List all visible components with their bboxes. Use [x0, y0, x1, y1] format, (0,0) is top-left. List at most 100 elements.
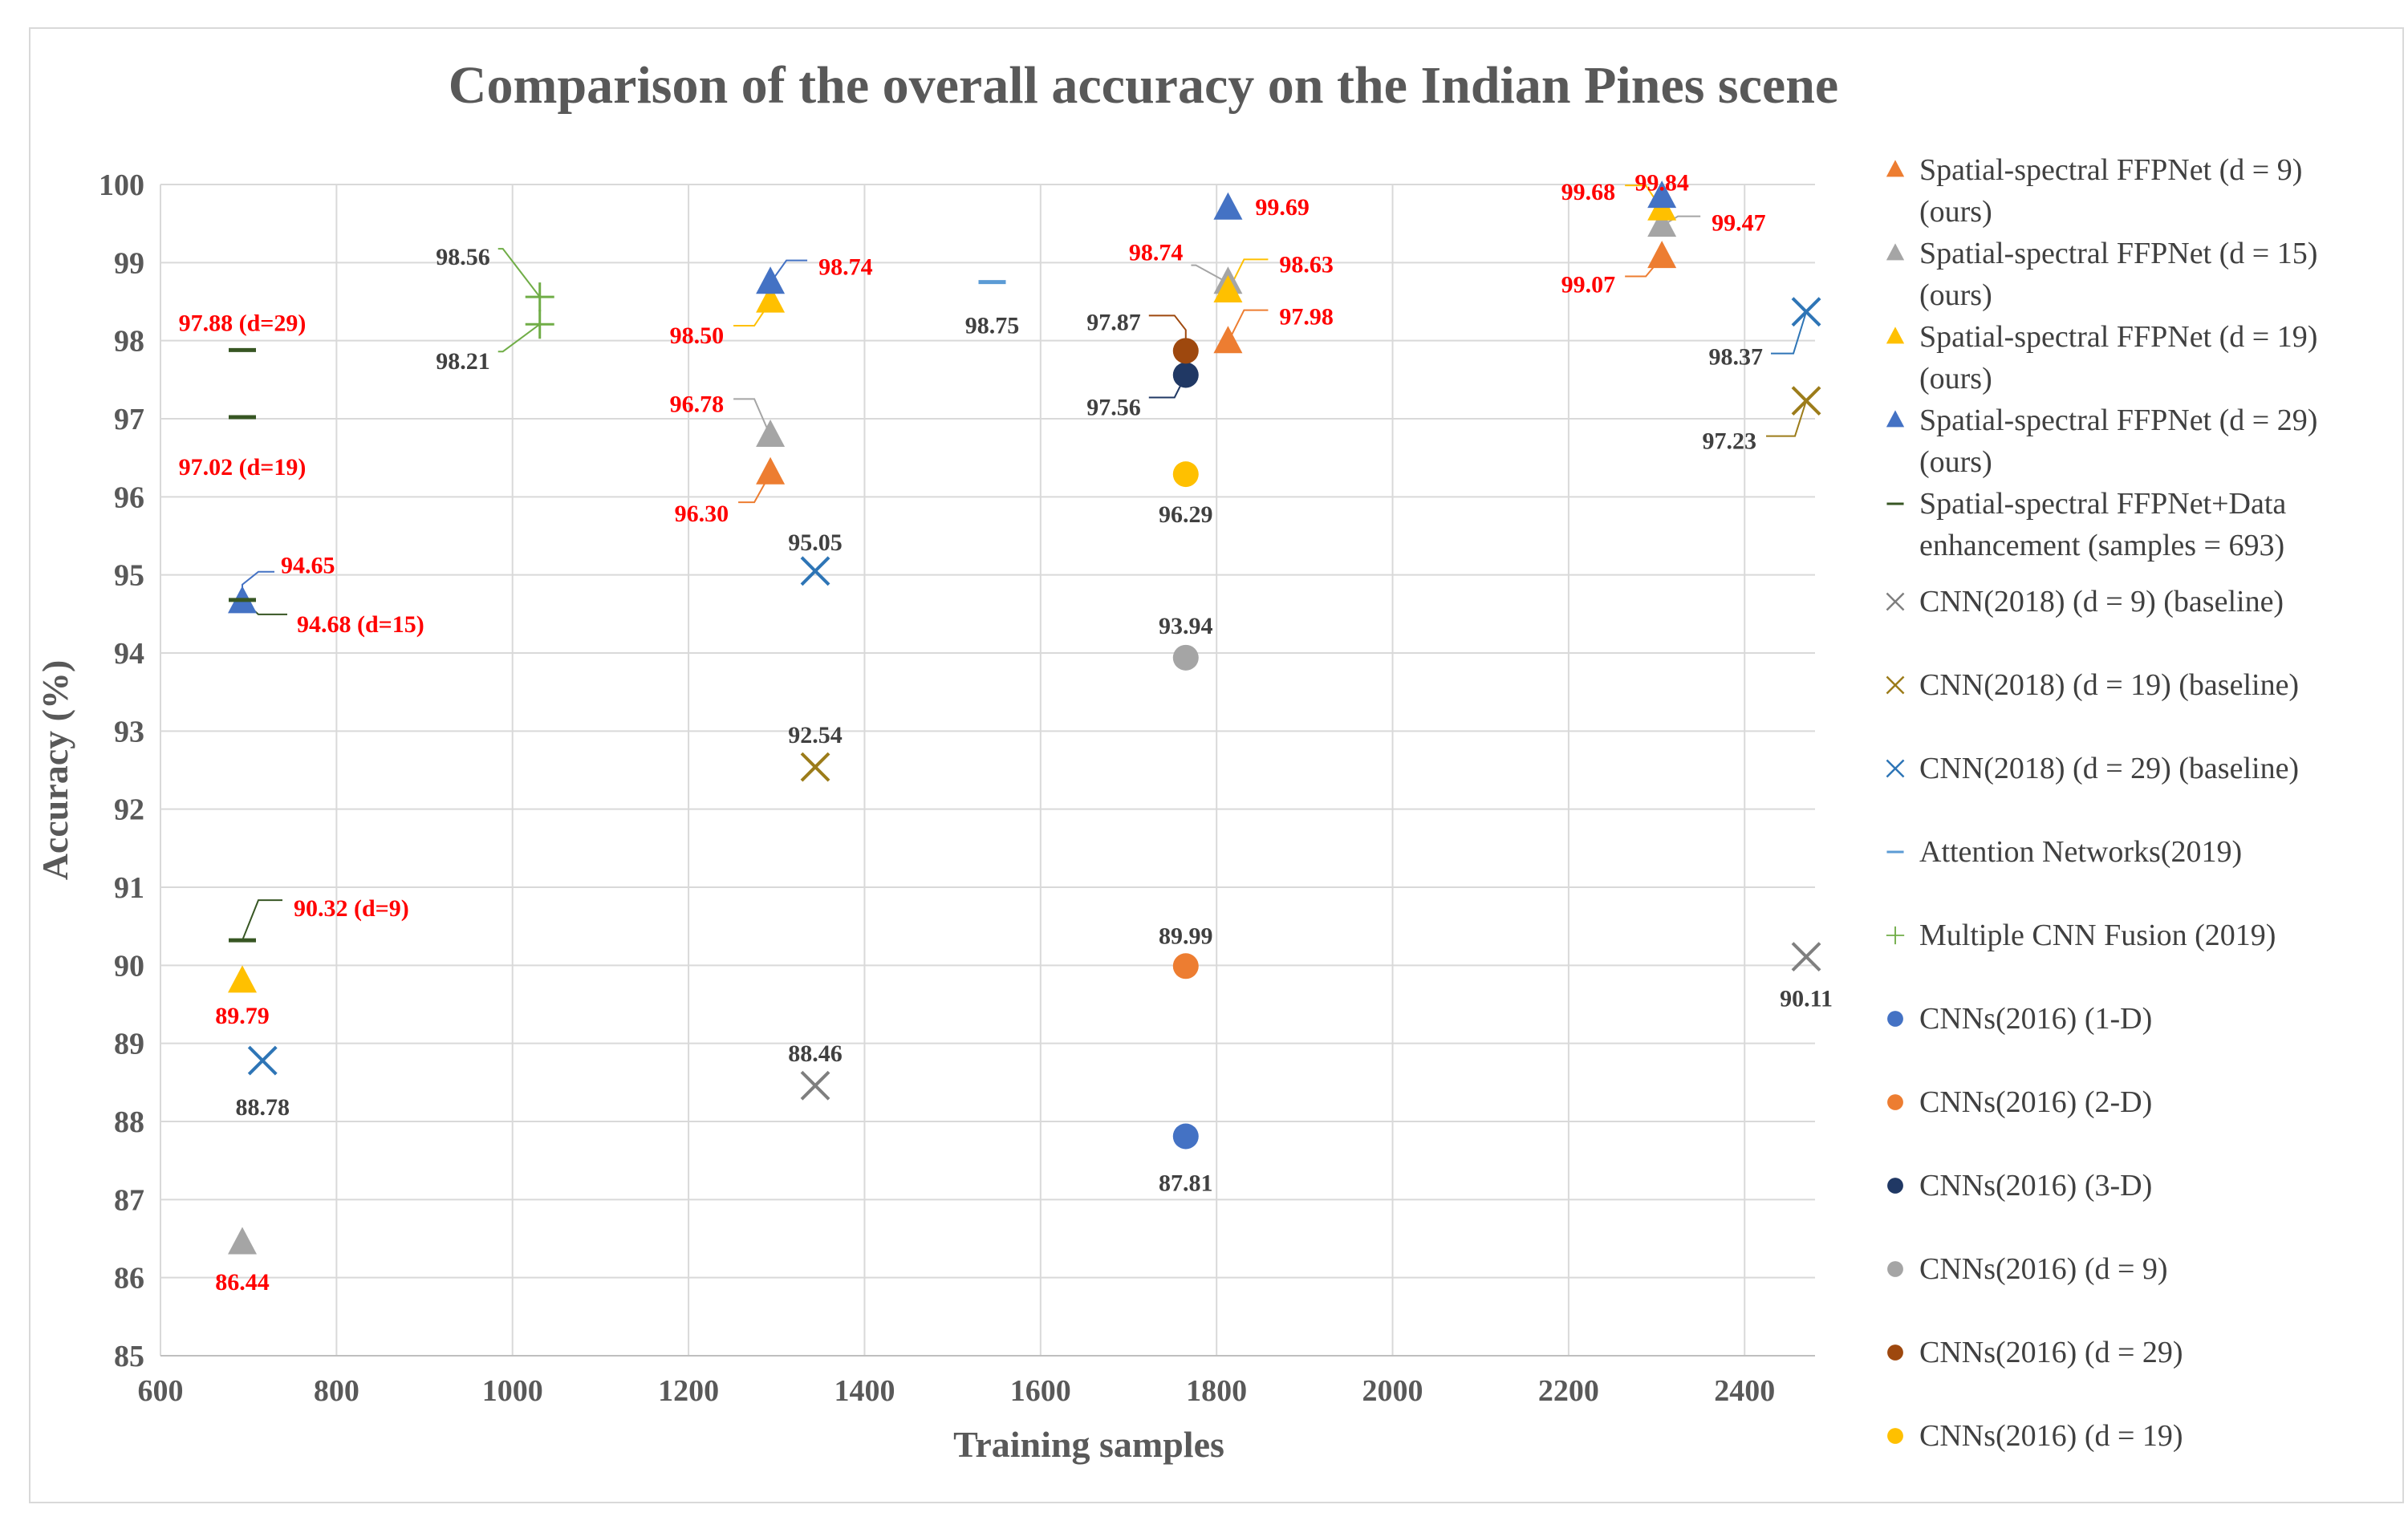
data-point [1172, 338, 1199, 364]
data-label: 99.84 [1634, 170, 1689, 197]
data-label: 99.68 [1561, 179, 1616, 205]
y-tick-label: 97 [114, 403, 144, 436]
y-tick-label: 100 [99, 168, 144, 202]
data-label: 98.37 [1709, 344, 1764, 371]
data-label: 88.46 [788, 1040, 843, 1067]
legend-marker [1886, 326, 1905, 344]
legend-entry: Attention Networks(2019) [1886, 835, 2242, 869]
data-point [1172, 461, 1199, 488]
legend-marker [1887, 1178, 1903, 1194]
data-label: 98.50 [670, 322, 725, 349]
data-point [247, 1045, 278, 1076]
x-tick-label: 1200 [658, 1374, 719, 1408]
y-tick-label: 94 [114, 637, 144, 671]
data-label: 93.94 [1159, 613, 1213, 639]
legend-label: CNNs(2016) (1-D) [1919, 1002, 2152, 1036]
x-tick-label: 1800 [1186, 1374, 1247, 1408]
data-label: 98.21 [436, 348, 490, 375]
legend-marker [1887, 1011, 1903, 1027]
y-axis-label: Accuracy (%) [35, 660, 75, 881]
legend-label: CNNs(2016) (d = 9) [1919, 1252, 2168, 1286]
legend-marker [1887, 1428, 1903, 1444]
data-point [525, 282, 554, 312]
y-tick-label: 99 [114, 246, 144, 280]
label-leader-line [1771, 311, 1807, 355]
label-leader-line [242, 899, 283, 941]
data-point [800, 556, 830, 586]
data-point [1213, 192, 1243, 220]
legend-label: Multiple CNN Fusion (2019) [1919, 919, 2276, 952]
y-tick-label: 91 [114, 871, 144, 905]
legend-entry: Spatial-spectral FFPNet (d = 19) (ours) [1886, 320, 2317, 395]
data-label: 96.29 [1159, 501, 1213, 528]
x-tick-label: 2000 [1362, 1374, 1423, 1408]
data-label: 99.47 [1712, 210, 1766, 237]
legend-entry: Spatial-spectral FFPNet (d = 15) (ours) [1886, 237, 2317, 312]
data-label: 96.78 [670, 391, 725, 417]
data-labels: 96.30 97.98 99.07 86.44 96.78 98.74 99.47 89.79… [179, 170, 1833, 1296]
x-tick-label: 600 [138, 1374, 184, 1408]
data-point [228, 965, 258, 993]
data-point [1791, 942, 1821, 972]
label-leader-line [733, 398, 772, 436]
y-tick-label: 90 [114, 949, 144, 983]
data-point [1213, 326, 1243, 354]
legend-label: (ours) [1919, 445, 1992, 479]
data-point [1172, 644, 1199, 671]
x-tick-label: 1400 [834, 1374, 895, 1408]
legend-entry: Spatial-spectral FFPNet (d = 29) (ours) [1886, 404, 2317, 479]
legend-entry: CNNs(2016) (d = 19) [1887, 1419, 2183, 1453]
y-tick-label: 87 [114, 1183, 144, 1217]
legend-entry: CNN(2018) (d = 29) (baseline) [1886, 752, 2299, 785]
chart-title: Comparison of the overall accuracy on th… [449, 56, 1838, 115]
y-tick-label: 88 [114, 1105, 144, 1139]
chart-frame [29, 27, 2404, 1503]
legend-label: CNNs(2016) (3-D) [1919, 1169, 2152, 1203]
legend-label: CNNs(2016) (d = 19) [1919, 1419, 2183, 1453]
legend-entry: CNNs(2016) (d = 29) [1887, 1336, 2183, 1369]
legend-entry: Spatial-spectral FFPNet+Data enhancement … [1886, 487, 2286, 562]
data-label: 99.07 [1561, 272, 1616, 298]
data-label: 94.68 (d=15) [297, 611, 424, 638]
data-point [1791, 297, 1821, 327]
legend-entry: CNNs(2016) (d = 9) [1887, 1252, 2168, 1286]
x-tick-label: 1600 [1010, 1374, 1071, 1408]
legend-label: CNNs(2016) (2-D) [1919, 1085, 2152, 1119]
data-point [1172, 1123, 1199, 1150]
legend-label: Spatial-spectral FFPNet (d = 9) [1919, 153, 2302, 187]
data-point [1647, 180, 1677, 209]
legend-label: Spatial-spectral FFPNet (d = 29) [1919, 404, 2317, 437]
data-label: 88.78 [235, 1094, 290, 1121]
legend-entry: CNN(2018) (d = 19) (baseline) [1886, 668, 2299, 702]
y-tick-label: 85 [114, 1340, 144, 1373]
y-tick-label: 86 [114, 1262, 144, 1296]
data-point [800, 1070, 830, 1101]
data-point [1647, 241, 1677, 269]
x-axis-label: Training samples [953, 1424, 1224, 1465]
data-label: 98.63 [1279, 251, 1334, 278]
y-tick-label: 98 [114, 325, 144, 359]
legend-entry: Spatial-spectral FFPNet (d = 9) (ours) [1886, 153, 2302, 229]
data-label: 89.99 [1159, 923, 1213, 949]
x-tick-label: 2200 [1538, 1374, 1599, 1408]
data-label: 95.05 [788, 529, 843, 556]
legend-marker [1887, 1344, 1903, 1361]
data-label: 97.87 [1086, 309, 1141, 335]
legend-entry: CNN(2018) (d = 9) (baseline) [1886, 585, 2284, 618]
legend-label: Spatial-spectral FFPNet (d = 19) [1919, 320, 2317, 354]
axis-ticks: 85 86 87 88 89 90 91 92 93 94 95 96 97 98 99 100 600 800 1… [99, 168, 1775, 1408]
data-label: 86.44 [215, 1269, 270, 1296]
legend-marker [1887, 1261, 1903, 1277]
data-point [800, 752, 830, 782]
data-point [1791, 386, 1821, 416]
legend-label: (ours) [1919, 362, 1992, 395]
data-label: 87.81 [1159, 1170, 1213, 1196]
legend-entry: CNNs(2016) (1-D) [1887, 1002, 2152, 1036]
legend-label: Attention Networks(2019) [1919, 835, 2242, 869]
legend: Spatial-spectral FFPNet (d = 9)(ours)Spa… [1886, 153, 2317, 1453]
data-label: 97.23 [1703, 428, 1757, 455]
y-tick-label: 89 [114, 1028, 144, 1061]
x-tick-label: 2400 [1714, 1374, 1775, 1408]
legend-marker [1887, 1094, 1903, 1110]
